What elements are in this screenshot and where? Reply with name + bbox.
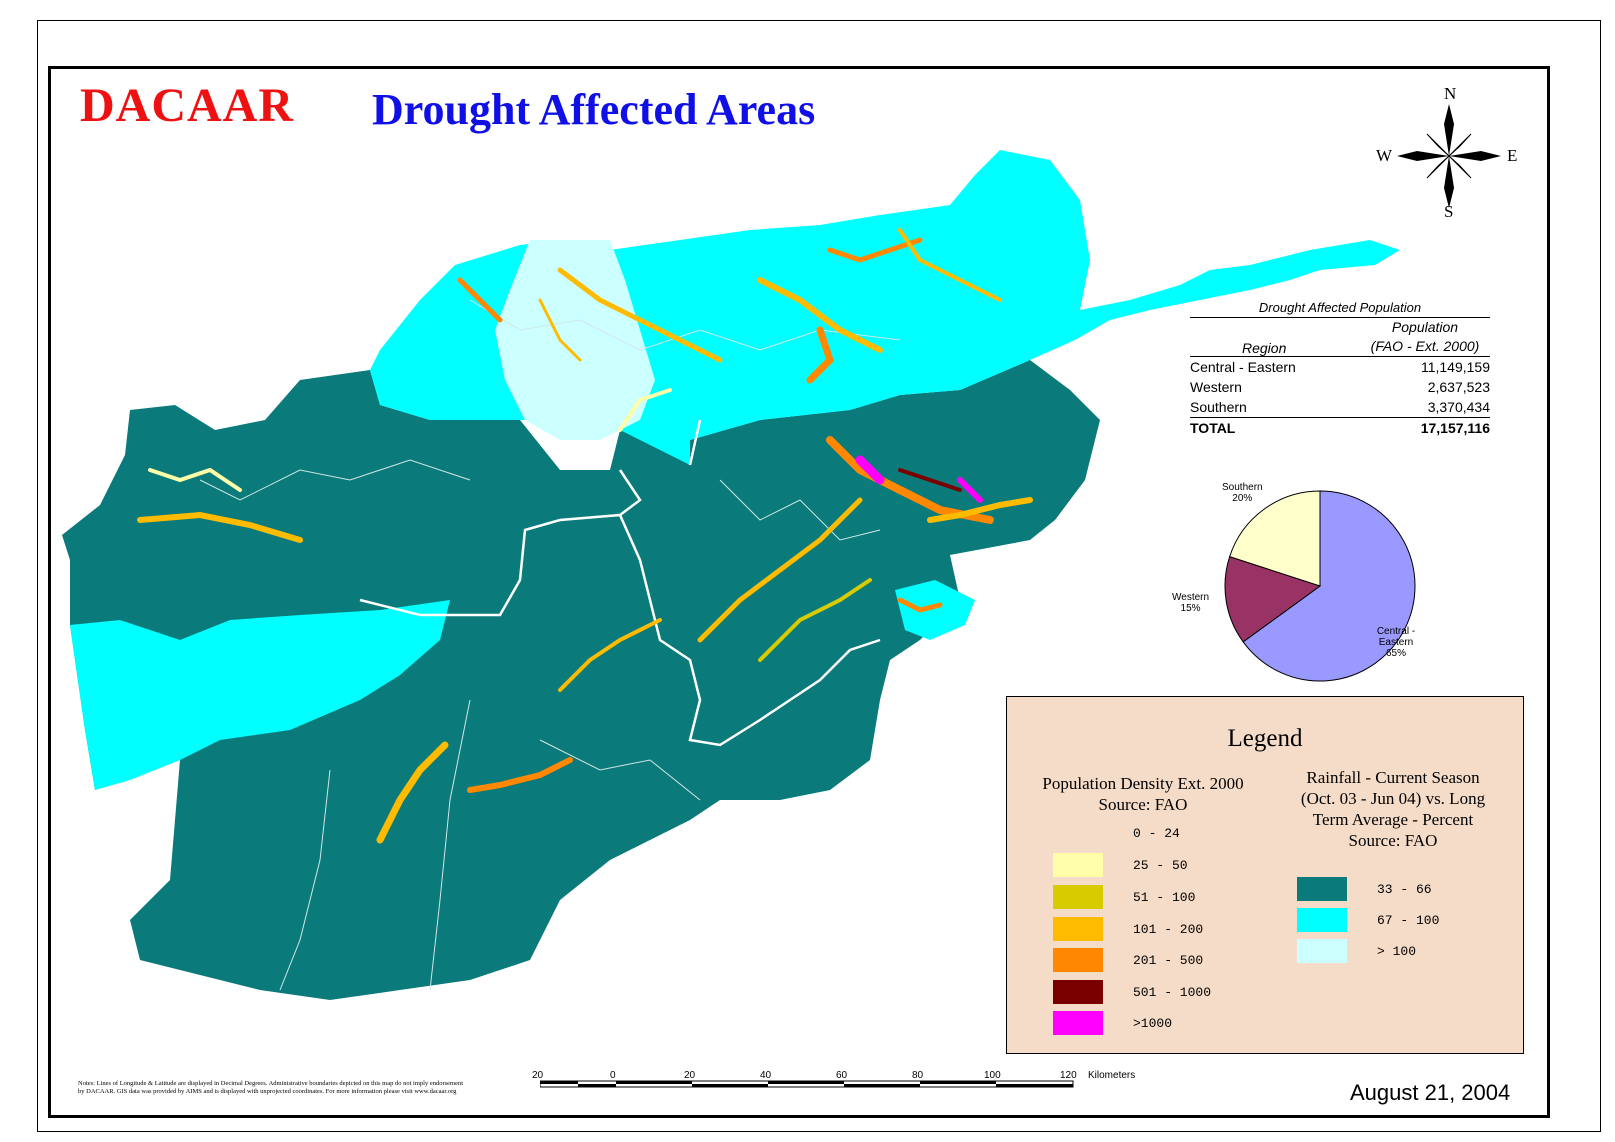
row-population: 3,370,434: [1427, 399, 1490, 415]
population-density-overlay: [137, 228, 1033, 844]
pie-label-southern: Southern 20%: [1222, 482, 1263, 504]
rainfall-item: 33 - 66: [1297, 877, 1432, 901]
col-population-line2: (FAO - Ext. 2000): [1370, 338, 1480, 354]
density-swatch: [1053, 1011, 1103, 1035]
density-item: 101 - 200: [1053, 917, 1203, 941]
map-notes: Notes: Lines of Longitude & Latitude are…: [78, 1080, 464, 1095]
table-row: Central - Eastern 11,149,159: [1190, 357, 1490, 377]
row-region: Southern: [1190, 399, 1247, 415]
region-boundaries: [359, 419, 881, 747]
scale-tick: 0: [610, 1070, 616, 1081]
compass-rose-icon: [1397, 104, 1501, 208]
scale-tick: 20: [532, 1070, 544, 1081]
compass-e: E: [1507, 146, 1518, 165]
total-population: 17,157,116: [1420, 420, 1490, 436]
pie-slice-southern: [1229, 490, 1321, 587]
pie-label-central-eastern: Central - Eastern 65%: [1376, 626, 1416, 659]
outer-frame: [37, 20, 1601, 1132]
rainfall-item: > 100: [1297, 939, 1416, 963]
population-pie-chart: Southern 20% Western 15% Central - Eastern…: [1172, 480, 1420, 695]
rainfall-legend-heading: Rainfall - Current Season (Oct. 03 - Jun…: [1300, 768, 1486, 850]
col-population-line1: Population: [1391, 319, 1459, 335]
density-item: 0 - 24: [1053, 821, 1180, 845]
map-date: August 21, 2004: [1350, 1080, 1511, 1105]
table-caption: Drought Affected Population: [1190, 300, 1490, 318]
table-total-row: TOTAL 17,157,116: [1190, 417, 1490, 438]
scale-unit: Kilometers: [1088, 1070, 1136, 1081]
density-swatch-none: [1053, 821, 1103, 845]
scale-tick: 20: [684, 1070, 696, 1081]
density-item: 201 - 500: [1053, 948, 1203, 972]
north-arrow-compass: N S E W: [1376, 84, 1520, 224]
row-region: Western: [1190, 379, 1242, 395]
density-item: 51 - 100: [1053, 885, 1195, 909]
scale-tick: 100: [984, 1070, 1001, 1081]
density-item: >1000: [1053, 1011, 1172, 1035]
density-swatch: [1053, 885, 1103, 909]
region-cyan-67-100-west: [70, 600, 450, 790]
density-swatch: [1053, 853, 1103, 877]
row-population: 2,637,523: [1427, 379, 1490, 395]
compass-w: W: [1376, 146, 1393, 165]
scale-bar: [540, 1080, 1074, 1088]
density-item: 501 - 1000: [1053, 980, 1211, 1004]
pie-slice-western: [1224, 556, 1322, 643]
population-table: Drought Affected Population Region Popul…: [1190, 300, 1490, 438]
row-population: 11,149,159: [1420, 359, 1490, 375]
density-swatch: [1053, 948, 1103, 972]
density-legend-heading: Population Density Ext. 2000 Source: FAO: [1042, 774, 1244, 814]
compass-s: S: [1444, 202, 1454, 221]
density-item: 25 - 50: [1053, 853, 1188, 877]
table-row: Western 2,637,523: [1190, 377, 1490, 397]
rainfall-swatch: [1297, 939, 1347, 963]
pie-slice-central-eastern: [1242, 490, 1416, 682]
col-region: Region: [1242, 340, 1287, 356]
map-title: Drought Affected Areas: [372, 85, 816, 134]
row-region: Central - Eastern: [1190, 359, 1296, 375]
col-population: Population (FAO - Ext. 2000): [1360, 318, 1490, 356]
density-swatch: [1053, 917, 1103, 941]
table-row: Southern 3,370,434: [1190, 397, 1490, 417]
map-frame: [48, 66, 1550, 1118]
legend-title: Legend: [1227, 725, 1303, 752]
scale-tick: 120: [1060, 1070, 1077, 1081]
region-pale-cyan-over-100: [495, 240, 655, 440]
table-header: Region Population (FAO - Ext. 2000): [1190, 318, 1490, 357]
brand-logo-text: DACAAR: [80, 79, 294, 132]
scale-tick: 80: [912, 1070, 924, 1081]
scale-tick: 40: [760, 1070, 772, 1081]
rainfall-swatch: [1297, 877, 1347, 901]
pie-svg: [1224, 490, 1416, 682]
rainfall-swatch: [1297, 908, 1347, 932]
total-label: TOTAL: [1190, 420, 1236, 436]
district-boundaries: [199, 299, 901, 991]
compass-n: N: [1444, 84, 1457, 103]
region-cyan-east-pocket: [895, 580, 975, 640]
rainfall-item: 67 - 100: [1297, 908, 1439, 932]
pie-label-western: Western 15%: [1172, 592, 1210, 614]
legend-box: Legend Population Density Ext. 2000 Sourc…: [1006, 696, 1524, 1054]
scale-tick: 60: [836, 1070, 848, 1081]
density-swatch: [1053, 980, 1103, 1004]
